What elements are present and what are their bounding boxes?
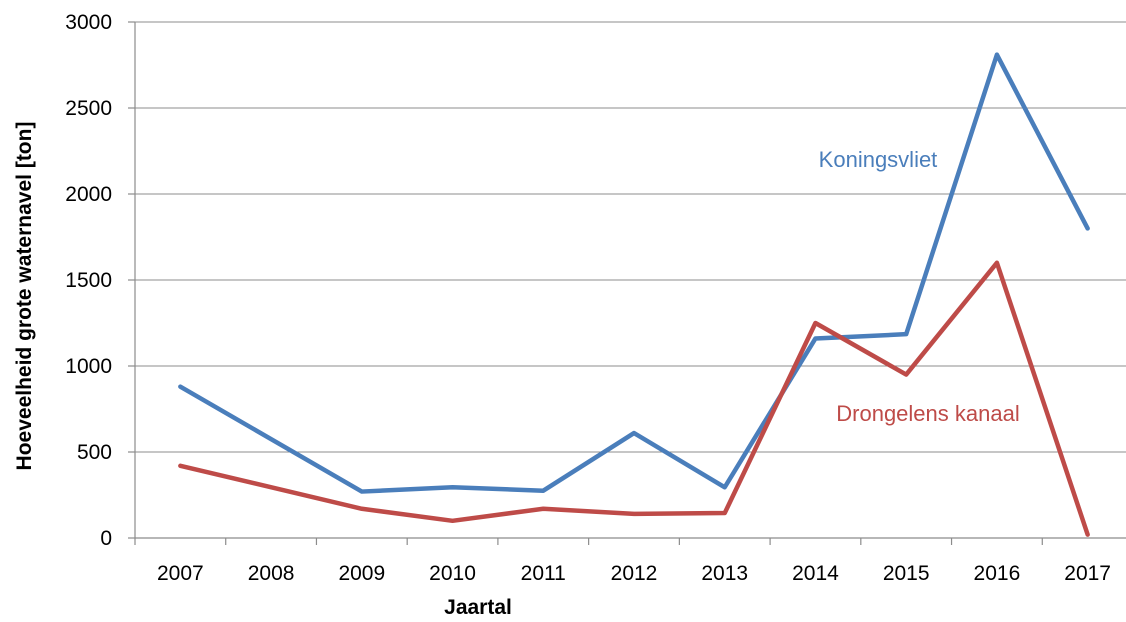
y-tick-label-500: 500: [77, 441, 112, 464]
x-tick-label-2012: 2012: [611, 562, 658, 585]
y-tick-label-3000: 3000: [65, 11, 112, 34]
x-tick-label-2010: 2010: [429, 562, 476, 585]
series-label-koningsvliet: Koningsvliet: [819, 147, 938, 172]
x-tick-label-2008: 2008: [248, 562, 295, 585]
y-axis-title: Hoeveelheid grote waternavel [ton]: [13, 122, 36, 471]
x-tick-label-2013: 2013: [701, 562, 748, 585]
labels: 0 500 1000 1500 2000 2500 3000 2007 2008 2009 2010…: [13, 11, 1111, 619]
y-tick-label-2500: 2500: [65, 97, 112, 120]
x-tick-label-2007: 2007: [157, 562, 204, 585]
x-axis-title: Jaartal: [444, 596, 512, 619]
y-tick-label-1500: 1500: [65, 269, 112, 292]
x-tick-label-2017: 2017: [1064, 562, 1111, 585]
x-tick-label-2015: 2015: [883, 562, 930, 585]
series-line-koningsvliet: [178, 52, 1090, 494]
y-tick-label-0: 0: [100, 527, 112, 550]
x-tick-label-2009: 2009: [338, 562, 385, 585]
series-label-drongelens-kanaal: Drongelens kanaal: [836, 401, 1019, 426]
y-tick-label-2000: 2000: [65, 183, 112, 206]
y-tick-label-1000: 1000: [65, 355, 112, 378]
x-tick-label-2014: 2014: [792, 562, 839, 585]
x-tick-label-2016: 2016: [974, 562, 1021, 585]
x-tick-label-2011: 2011: [521, 562, 566, 585]
series-line-drongelens-kanaal: [178, 260, 1090, 537]
gridlines: [135, 21, 1126, 453]
axes: [128, 21, 1126, 545]
series-lines: [178, 52, 1090, 537]
